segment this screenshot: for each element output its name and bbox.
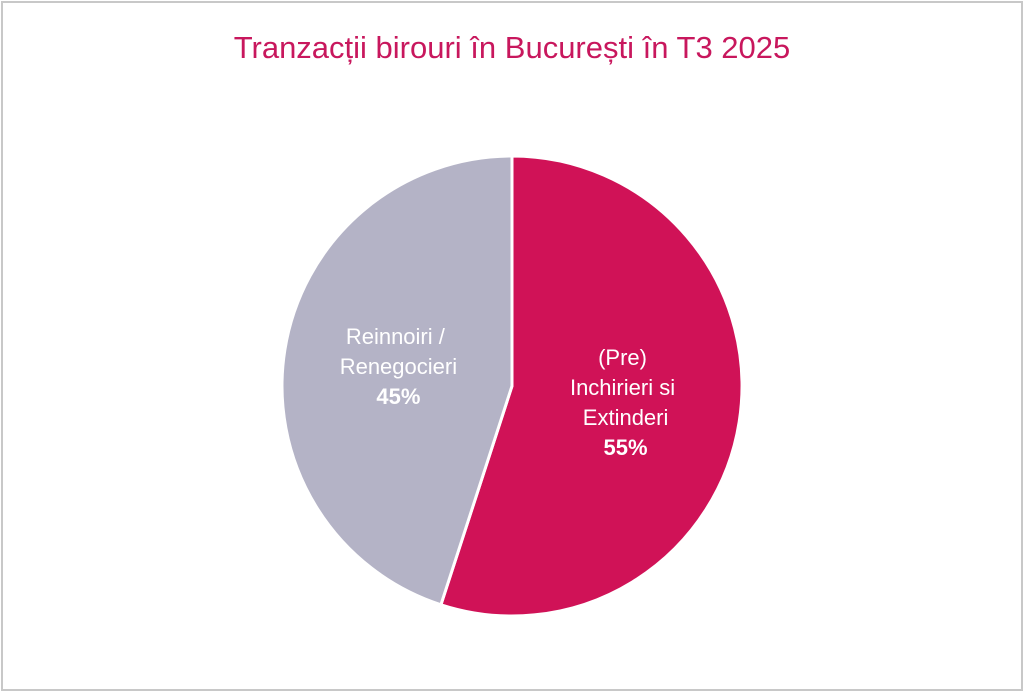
slice-label: (Pre) Inchirieri si Extinderi [570, 345, 681, 430]
pie-slice [439, 154, 744, 618]
pie-slice [280, 154, 514, 607]
slice-value-label: 45% [376, 384, 420, 409]
slice-value-label: 55% [604, 435, 648, 460]
slice-label: Reinnoiri / Renegocieri [340, 324, 457, 379]
chart-title: Tranzacții birouri în București în T3 20… [234, 30, 791, 65]
